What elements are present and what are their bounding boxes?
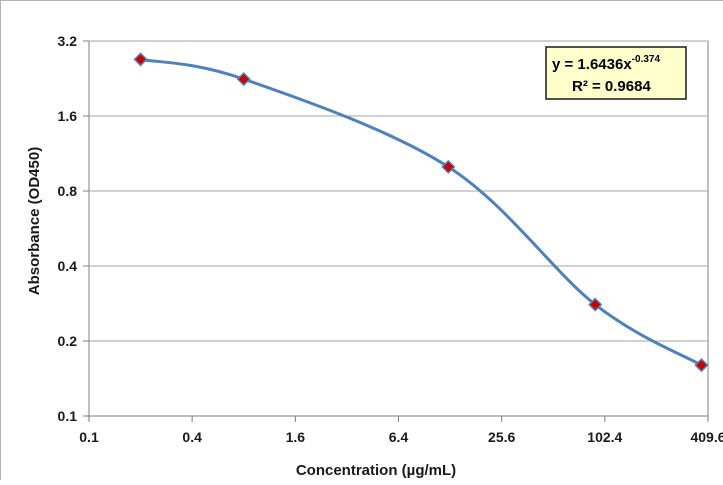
- x-tick-label: 102.4: [587, 429, 622, 445]
- trendline-equation-box: y = 1.6436x-0.374 R² = 0.9684: [545, 46, 687, 100]
- y-axis-title: Absorbance (OD450): [26, 147, 43, 295]
- equation-exponent: -0.374: [632, 54, 661, 65]
- data-point: [694, 358, 709, 373]
- axis-ticks: 0.1 0.2 0.4 0.8 1.6 3.2 0.1 0.4 1.6 6.4 25.6 102.4 4…: [58, 33, 723, 445]
- equation-base: y = 1.6436x: [552, 56, 632, 73]
- series: [133, 52, 709, 373]
- data-point: [441, 159, 456, 174]
- x-tick-label: 409.6: [690, 429, 723, 445]
- y-tick-label: 0.1: [58, 408, 78, 424]
- data-point: [236, 72, 251, 87]
- y-tick-label: 0.4: [58, 258, 78, 274]
- data-point: [588, 297, 603, 312]
- data-point: [133, 52, 148, 67]
- r-squared-text: R² = 0.9684: [572, 78, 651, 95]
- y-tick-label: 3.2: [58, 33, 78, 49]
- y-tick-label: 1.6: [58, 108, 78, 124]
- y-tick-label: 0.8: [58, 183, 78, 199]
- equation-box-background: [545, 46, 687, 100]
- x-tick-label: 25.6: [488, 429, 515, 445]
- y-tick-label: 0.2: [58, 333, 78, 349]
- x-tick-label: 1.6: [286, 429, 306, 445]
- grid-lines: [89, 40, 708, 342]
- x-tick-label: 6.4: [389, 429, 409, 445]
- x-axis-title: Concentration (µg/mL): [296, 462, 456, 479]
- x-tick-label: 0.1: [79, 429, 99, 445]
- x-tick-label: 0.4: [182, 429, 202, 445]
- plot-area: [88, 40, 709, 417]
- equation-text: y = 1.6436x-0.374: [552, 54, 660, 73]
